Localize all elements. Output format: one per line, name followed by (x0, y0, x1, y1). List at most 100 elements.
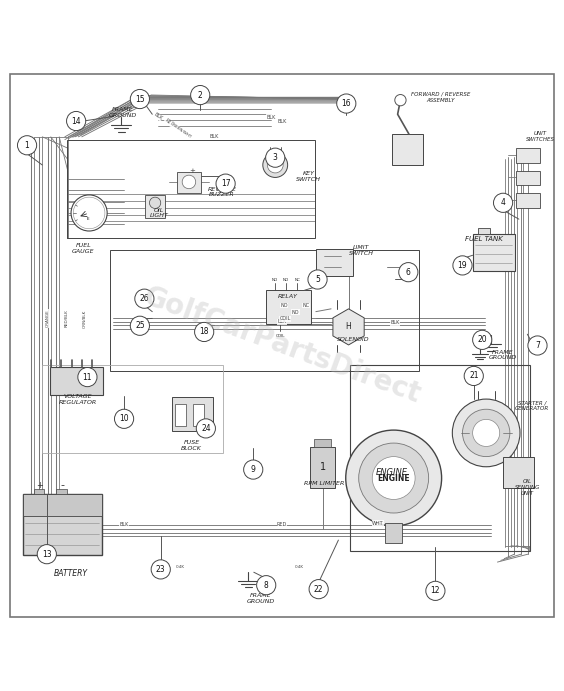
Text: OIL
LIGHT: OIL LIGHT (149, 207, 169, 218)
Text: RED: RED (164, 117, 175, 128)
Text: ENGINE: ENGINE (377, 473, 410, 482)
Text: NC: NC (303, 303, 310, 308)
Text: RED/BLK: RED/BLK (64, 310, 69, 328)
Text: NO: NO (283, 278, 289, 282)
Circle shape (37, 545, 56, 564)
Circle shape (462, 409, 510, 457)
Text: 2: 2 (198, 91, 202, 100)
Bar (34, 489, 44, 494)
Bar (193, 404, 204, 426)
Text: 16: 16 (341, 99, 351, 108)
Text: FUEL
GAUGE: FUEL GAUGE (72, 243, 95, 254)
Text: FUSE
BLOCK: FUSE BLOCK (181, 440, 202, 451)
Text: 1: 1 (320, 462, 325, 472)
Circle shape (114, 409, 134, 428)
Text: 5: 5 (315, 275, 320, 284)
Polygon shape (333, 309, 364, 345)
Text: 1: 1 (25, 141, 29, 150)
Bar (516, 171, 540, 185)
Text: 24: 24 (201, 424, 211, 433)
Text: NO: NO (292, 310, 299, 314)
Text: STARTER /
GENERATOR: STARTER / GENERATOR (515, 401, 549, 411)
Circle shape (528, 336, 547, 355)
Text: 9: 9 (251, 465, 255, 474)
Circle shape (216, 174, 235, 193)
Circle shape (149, 197, 161, 209)
Text: 8: 8 (264, 580, 268, 589)
Text: 3: 3 (273, 153, 277, 162)
Text: COIL: COIL (276, 334, 285, 339)
Bar (473, 234, 515, 271)
Text: 25: 25 (135, 321, 145, 330)
Circle shape (135, 289, 154, 308)
Text: GolfCarPartsDirect: GolfCarPartsDirect (139, 282, 425, 409)
Circle shape (182, 176, 196, 189)
Circle shape (71, 195, 107, 231)
Circle shape (257, 576, 276, 595)
Bar (516, 148, 540, 163)
Text: +: + (36, 481, 43, 490)
Text: 17: 17 (221, 179, 231, 188)
Bar (503, 457, 534, 488)
Text: VOLTAGE
REGULATOR: VOLTAGE REGULATOR (59, 395, 97, 405)
Bar (23, 494, 102, 556)
Text: FRAME
GROUND: FRAME GROUND (488, 350, 517, 361)
Text: ENGINE: ENGINE (376, 468, 408, 477)
Circle shape (191, 86, 210, 104)
Circle shape (266, 148, 285, 167)
Text: -: - (60, 480, 64, 491)
Circle shape (309, 580, 328, 598)
Bar (316, 249, 352, 276)
Text: ORANGE: ORANGE (46, 310, 50, 328)
Text: 11: 11 (83, 372, 92, 381)
Text: SOLENOID: SOLENOID (337, 337, 369, 342)
Text: 12: 12 (431, 587, 440, 596)
Bar (385, 523, 402, 543)
Bar (392, 134, 423, 165)
Circle shape (464, 366, 483, 386)
Bar (516, 193, 540, 208)
Text: 0.4K: 0.4K (294, 565, 303, 569)
Text: COIL: COIL (280, 316, 291, 321)
Circle shape (452, 399, 520, 466)
Text: H: H (346, 323, 351, 332)
Circle shape (73, 197, 105, 229)
Circle shape (78, 368, 97, 387)
Bar (50, 368, 103, 395)
Text: OIL
SENDING
UNIT: OIL SENDING UNIT (515, 480, 540, 496)
Text: BLK: BLK (390, 321, 399, 325)
Text: RELAY: RELAY (277, 294, 298, 299)
Text: BATTERY: BATTERY (54, 569, 87, 578)
Text: BLK: BLK (266, 115, 275, 120)
Text: WHT: WHT (372, 520, 384, 526)
Circle shape (399, 263, 418, 282)
Bar (172, 397, 213, 431)
Circle shape (263, 153, 288, 178)
Bar (42, 366, 223, 453)
Bar (314, 439, 331, 447)
Text: 21: 21 (469, 372, 478, 381)
Circle shape (372, 457, 415, 500)
Bar (110, 249, 419, 371)
Circle shape (395, 95, 406, 106)
Text: 10: 10 (119, 415, 129, 424)
Text: 7: 7 (535, 341, 540, 350)
Circle shape (308, 270, 327, 289)
Text: FUEL TANK: FUEL TANK (465, 236, 503, 243)
Text: E: E (87, 216, 89, 220)
Circle shape (244, 460, 263, 479)
Text: 23: 23 (156, 565, 166, 574)
Text: REVERSE
BUZZER: REVERSE BUZZER (208, 187, 236, 198)
Circle shape (151, 560, 170, 579)
Text: BLK: BLK (153, 112, 163, 121)
Circle shape (17, 135, 37, 155)
Text: NO: NO (280, 303, 288, 308)
Circle shape (346, 430, 442, 526)
Circle shape (130, 316, 149, 335)
Text: FRAME
GROUND: FRAME GROUND (108, 107, 136, 118)
Text: RPM LIMITER: RPM LIMITER (304, 481, 345, 486)
Text: 6: 6 (406, 267, 411, 276)
Bar (56, 489, 67, 494)
Text: NO: NO (271, 278, 278, 282)
Text: 20: 20 (477, 335, 487, 344)
